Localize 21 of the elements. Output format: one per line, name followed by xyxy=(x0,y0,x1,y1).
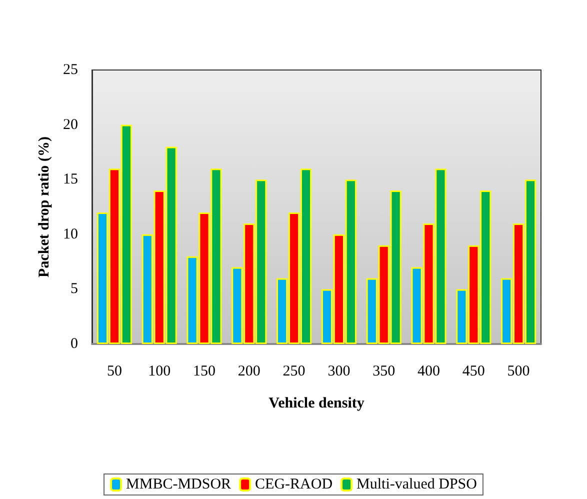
x-tick-label: 250 xyxy=(282,364,306,380)
y-tick-label: 5 xyxy=(70,281,78,298)
legend-label: MMBC-MDSOR xyxy=(126,476,232,492)
x-tick-label: 300 xyxy=(328,364,350,380)
x-axis-title: Vehicle density xyxy=(268,396,365,412)
y-tick-label: 25 xyxy=(63,62,78,78)
x-tick-label: 200 xyxy=(238,364,260,380)
legend-label: Multi-valued DPSO xyxy=(356,476,478,492)
x-tick-label: 150 xyxy=(193,364,216,380)
x-tick-label: 50 xyxy=(106,364,122,380)
y-tick-label: 10 xyxy=(63,226,78,242)
legend-label: CEG-RAOD xyxy=(255,476,333,492)
x-tick-label: 400 xyxy=(418,364,440,380)
y-tick-label: 15 xyxy=(63,172,78,188)
x-tick-label: 100 xyxy=(148,364,171,380)
x-tick-label: 500 xyxy=(507,364,530,380)
y-tick-label: 20 xyxy=(63,116,78,133)
y-tick-label: 0 xyxy=(70,336,78,352)
x-tick-label: 350 xyxy=(372,364,396,380)
y-axis-title: Packet drop ratio (%) xyxy=(36,136,53,278)
x-tick-label: 450 xyxy=(462,364,485,380)
